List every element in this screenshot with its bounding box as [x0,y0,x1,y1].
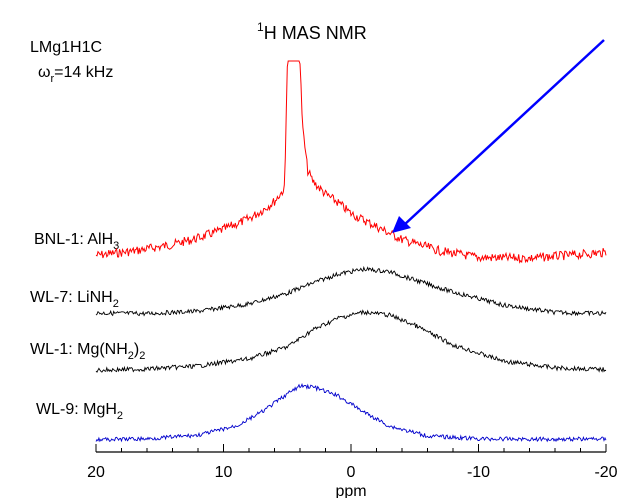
spin-rate-label: ωr=14 kHz [38,64,113,85]
sample-label: LMg1H1C [30,39,102,56]
title-main: H MAS NMR [264,23,367,43]
series-label-text: ) [134,341,139,358]
chart-title: 1H MAS NMR [257,20,367,43]
series-label: WL-7: LiNH2 [30,289,119,310]
spin-subscript: r [51,73,55,85]
spectrum-trace [95,382,607,443]
series-label-subscript: 2 [139,350,145,362]
spectrum-trace [95,60,607,264]
spectrum-trace [95,309,607,373]
x-axis-title: ppm [335,483,366,498]
series-label: BNL-1: AlH3 [34,231,119,252]
annotation-arrow [392,39,605,233]
series-label-subscript: 2 [128,350,134,362]
series-label-text: WL-9: MgH [36,401,117,418]
x-tick-label: -20 [594,464,617,481]
spectrum-trace [95,265,607,317]
spin-value: =14 kHz [54,64,113,81]
x-tick-label: 0 [347,464,356,481]
title-superscript: 1 [257,20,264,34]
series-label-subscript: 3 [113,240,119,252]
x-tick-label: 10 [215,464,233,481]
series-label: WL-1: Mg(NH2)2 [30,341,145,362]
series-label-text: WL-7: LiNH [30,289,113,306]
spectra-group [95,60,607,443]
series-label-subscript: 2 [117,410,123,422]
series-label-text: WL-1: Mg(NH [30,341,128,358]
spin-symbol: ω [38,64,51,81]
series-label-subscript: 2 [113,298,119,310]
series-label-text: BNL-1: AlH [34,231,113,248]
x-tick-label: -10 [467,464,490,481]
x-tick-label: 20 [87,464,105,481]
series-label: WL-9: MgH2 [36,401,123,422]
x-axis [95,444,607,453]
